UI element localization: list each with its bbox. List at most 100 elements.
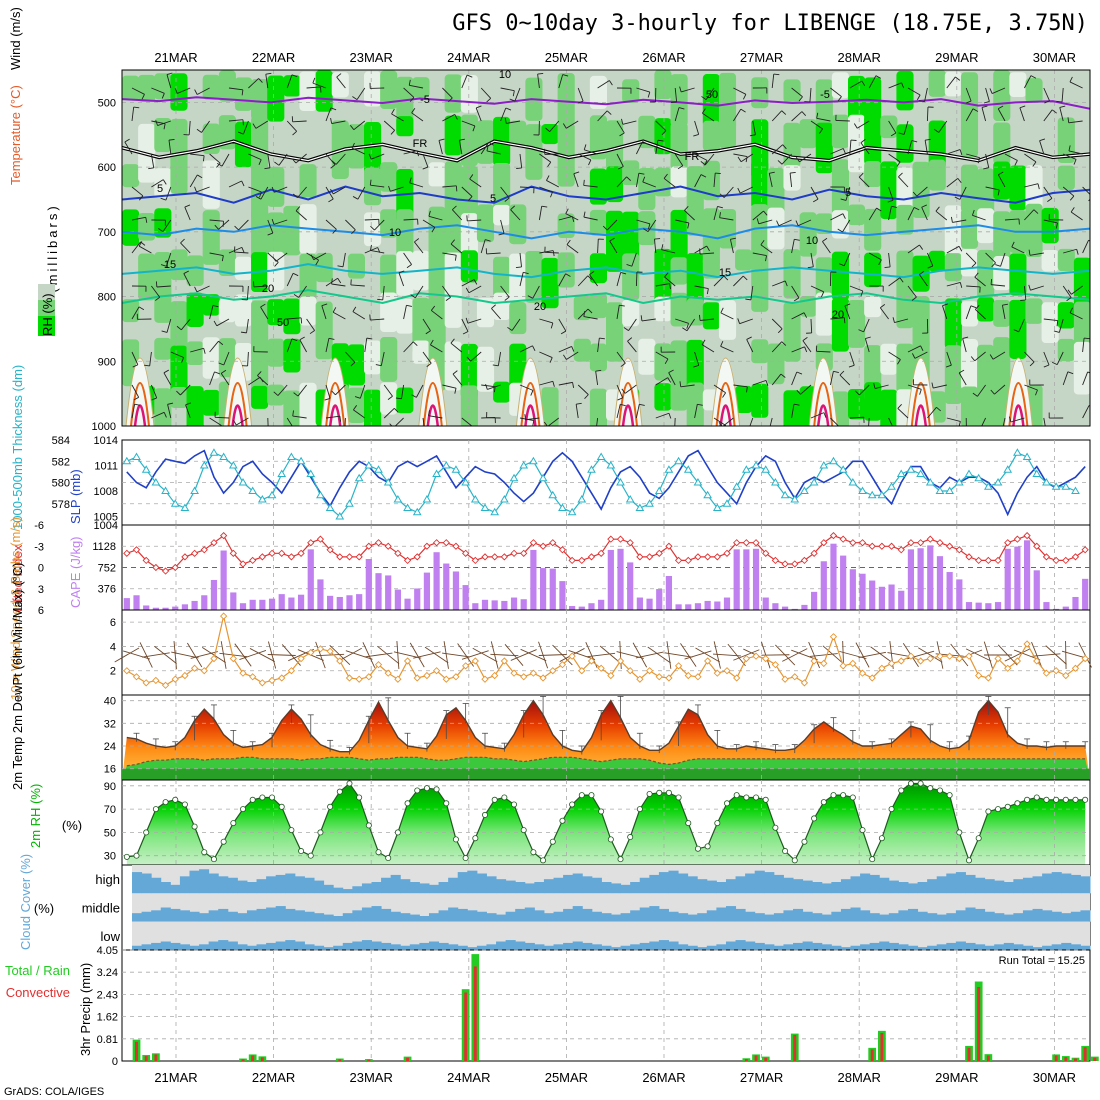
profile-ytick-700: 700 xyxy=(98,227,116,239)
rh-point xyxy=(907,780,914,787)
wind-barb xyxy=(597,80,610,89)
cape-bar xyxy=(423,572,431,610)
wind-barb-flag xyxy=(981,105,988,108)
rh-cell xyxy=(283,205,301,256)
wind-barb-flag xyxy=(255,196,262,200)
cloud-cell-middle xyxy=(601,913,612,922)
wind10m-barb xyxy=(997,644,1018,666)
cape-bar xyxy=(936,556,944,610)
wind10m-barb xyxy=(123,650,151,660)
rh-cell xyxy=(444,74,462,113)
wind-speed-point xyxy=(771,661,780,669)
cloud-units: (%) xyxy=(34,901,54,916)
slp-point xyxy=(974,473,984,482)
wind-barb-flag xyxy=(897,404,902,409)
wind-barb-flag xyxy=(899,277,904,283)
cloud-cell-high xyxy=(1051,872,1062,894)
thickness-series xyxy=(122,448,1086,520)
rh-cell xyxy=(622,211,640,264)
rh-point xyxy=(423,785,430,792)
slp-ylabel-wrap: SLP (mb) xyxy=(68,469,83,524)
wind-speed-point xyxy=(210,654,218,663)
wind-barb xyxy=(606,219,618,231)
rh-cell xyxy=(170,163,188,194)
wind-barb-flag xyxy=(1002,303,1009,306)
rh-cell xyxy=(154,388,172,426)
rh-point xyxy=(1024,796,1031,803)
wind-barb xyxy=(209,340,219,353)
wind-barb-flag xyxy=(833,370,839,373)
wind-barb xyxy=(480,87,492,99)
wind10m-barb xyxy=(666,641,672,669)
rh-cell xyxy=(670,209,688,269)
wind10m-barb xyxy=(249,648,275,662)
rh-cell xyxy=(912,161,930,219)
top-date-27MAR: 27MAR xyxy=(740,50,783,65)
wind-barb xyxy=(469,178,482,188)
wind-barb-flag xyxy=(765,255,767,262)
wind-barb xyxy=(946,76,956,89)
wind-barb xyxy=(401,384,405,399)
rh-cell xyxy=(364,167,382,206)
cape-bar xyxy=(743,549,750,610)
wind-barb xyxy=(907,345,921,353)
wind-barb xyxy=(675,318,689,324)
cloud-layer-high: high xyxy=(95,872,120,887)
wind-barb xyxy=(514,87,521,102)
cape-bar xyxy=(385,575,392,610)
rh-point xyxy=(859,827,866,834)
wind-barb xyxy=(694,120,700,135)
wind-speed-point xyxy=(462,662,470,670)
wind-barb xyxy=(370,249,385,254)
wind-barb xyxy=(583,316,598,320)
wind-barb-flag xyxy=(330,118,333,124)
lifted-index-point xyxy=(665,542,673,550)
rh-cell xyxy=(718,115,737,149)
wind-barb-flag xyxy=(1087,371,1090,374)
wind10m-barb xyxy=(664,652,693,658)
wind-barb-flag xyxy=(161,93,165,99)
rh-cell xyxy=(751,255,769,312)
wind-barb-flag xyxy=(965,100,972,104)
rh-point xyxy=(704,843,711,850)
wind-barb-flag xyxy=(823,412,827,418)
wind-barb xyxy=(771,74,775,89)
wind-barb-flag xyxy=(663,173,668,179)
wind-barb-flag xyxy=(1043,364,1050,368)
wind-barb-flag xyxy=(271,186,275,193)
slp-point xyxy=(432,469,441,477)
rh-cell xyxy=(380,70,398,110)
contour-label-FR: FR xyxy=(685,151,700,163)
wind10m-barb xyxy=(409,642,425,668)
cloud-cell-low xyxy=(812,942,823,950)
wind-barb xyxy=(277,384,288,396)
lifted-index-point xyxy=(239,560,247,568)
wind-barb xyxy=(398,272,405,287)
wind-barb xyxy=(849,80,863,89)
wind-speed-point xyxy=(665,674,673,682)
rh-cell xyxy=(718,208,737,249)
wind-barb-flag xyxy=(1067,289,1072,295)
cloud-cell-high xyxy=(218,876,229,894)
wind-barb-flag xyxy=(873,383,876,389)
wind-barb xyxy=(390,186,404,192)
wind-barb xyxy=(353,409,366,419)
precip-conv-bar xyxy=(135,1041,138,1061)
rh-cell xyxy=(606,166,624,203)
wind-barb xyxy=(791,87,803,98)
wind-barb xyxy=(791,285,800,299)
wind-barb xyxy=(353,120,366,131)
cape-bar xyxy=(181,604,189,610)
contour-label-50: 50 xyxy=(277,317,289,329)
wind-barb xyxy=(292,415,307,419)
wind-barb xyxy=(636,219,651,225)
wind-barb-flag xyxy=(898,172,903,178)
contour-label-20: 20 xyxy=(262,283,274,295)
wind-barb xyxy=(839,374,851,386)
lifted-index-point xyxy=(897,546,905,554)
rh-point xyxy=(975,835,982,842)
wind-barb xyxy=(864,338,870,353)
wind-barb-flag xyxy=(621,118,624,125)
wind-barb xyxy=(461,74,468,89)
precip-conv-bar xyxy=(764,1057,768,1061)
